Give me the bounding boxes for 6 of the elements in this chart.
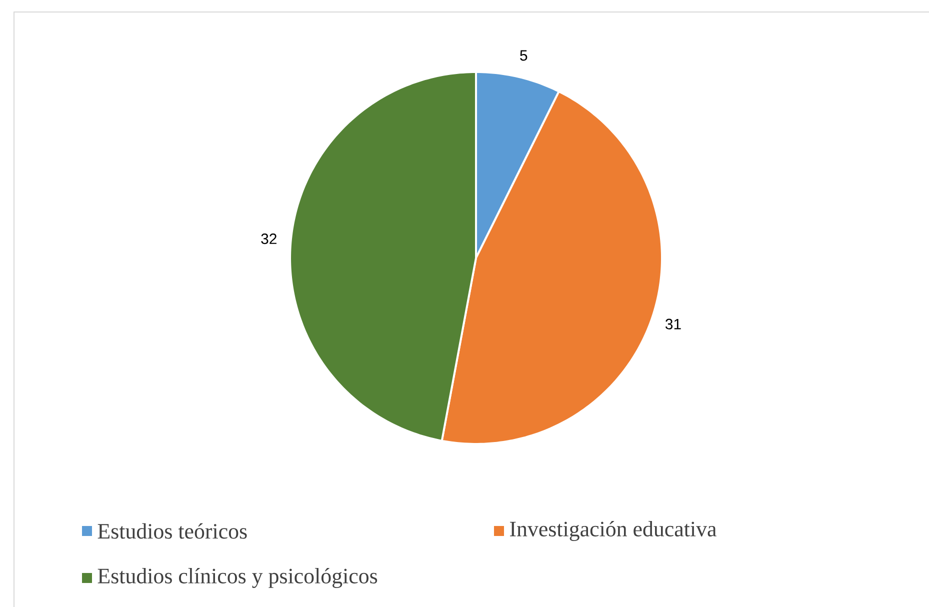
data-label: 32	[261, 234, 276, 244]
data-label: 5	[520, 50, 528, 61]
legend-label: Estudios clínicos y psicológicos	[98, 568, 378, 588]
data-label: 31	[665, 318, 681, 330]
legend-label: Estudios teóricos	[98, 523, 247, 539]
legend-label: Investigación educativa	[510, 520, 716, 541]
